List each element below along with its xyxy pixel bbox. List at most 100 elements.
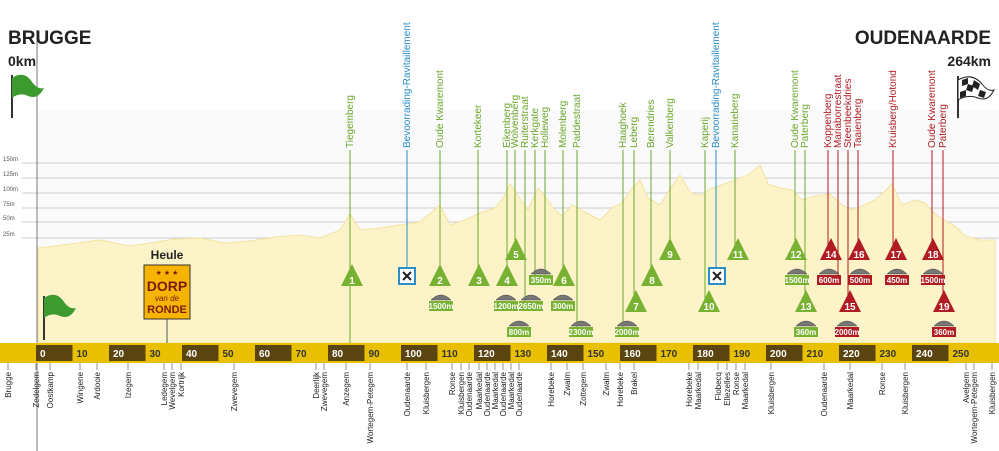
cobble-length: 500m (850, 276, 870, 285)
town-label: Brugge (4, 371, 13, 397)
top-label: Kaperij (700, 117, 711, 148)
town-label: Avelgem (962, 372, 971, 403)
cobble-icon (836, 320, 858, 327)
finish-city: OUDENAARDE (855, 28, 991, 49)
top-label: Oude Kwaremont (790, 70, 801, 148)
sign-board (143, 264, 191, 320)
climb-number: 11 (733, 250, 744, 261)
town-label: Maarkedal (507, 372, 516, 410)
climb-marker (795, 290, 817, 312)
top-label: Koppenberg (823, 94, 834, 149)
cobble-length: 2000m (835, 328, 860, 337)
km-label: 240 (916, 349, 933, 360)
cobble-box (519, 301, 543, 311)
km-label: 120 (478, 349, 495, 360)
bar-block (474, 345, 511, 361)
top-label: Kerkgate (530, 108, 541, 148)
cobble-icon (508, 320, 530, 327)
cobble-box (494, 301, 518, 311)
town-label: Ledegem (160, 372, 169, 406)
finish-distance: 264km (947, 53, 991, 69)
km-label: 100 (405, 349, 422, 360)
cobble-icon (570, 320, 592, 327)
climb-number: 15 (844, 302, 856, 313)
km-bar: 0 10 20 30 40 50 60 70 80 90 100 110 120 130 140 150 160… (0, 343, 999, 363)
town-label: Zwalm (602, 372, 611, 396)
km-label: 170 (661, 349, 678, 360)
town-label: Horebeke (547, 371, 556, 406)
climb-number: 3 (476, 276, 482, 287)
bar-block (255, 345, 292, 361)
bar-block (328, 345, 365, 361)
climb-marker (641, 264, 663, 286)
town-label: Maarkedal (694, 372, 703, 410)
km-label: 230 (880, 349, 897, 360)
km-label: 150 (588, 349, 605, 360)
climb-marker (341, 264, 363, 286)
cobble-length: 2300m (569, 328, 594, 337)
cobble-length: 1500m (921, 276, 946, 285)
marker-lines (349, 150, 944, 343)
climb-number: 1 (349, 276, 355, 287)
town-label: Maarkedal (846, 372, 855, 410)
km-label: 80 (332, 349, 344, 360)
km-label: 60 (259, 349, 271, 360)
top-label: Eikenberg (502, 103, 513, 148)
top-label: Berendries (646, 100, 657, 148)
bar-block (912, 345, 949, 361)
top-label: Tiegemberg (345, 95, 356, 148)
town-label: Wevelgem (168, 372, 177, 410)
cobble-icon (616, 320, 638, 327)
climb-number: 5 (513, 250, 519, 261)
cobble-length: 2000m (615, 328, 640, 337)
km-label: 140 (551, 349, 568, 360)
climb-marker (933, 290, 955, 312)
climb-number: 8 (649, 276, 655, 287)
top-label: Oude Kwaremont (435, 70, 446, 148)
cobble-icon (786, 268, 808, 275)
town-label: Oudenaarde (499, 371, 508, 416)
climb-number: 19 (938, 302, 950, 313)
km-label: 190 (734, 349, 751, 360)
cobble-icon (849, 268, 871, 275)
town-label: Oudenaarde (403, 371, 412, 416)
bar-block (693, 345, 730, 361)
top-label: Mariaborrestraat (833, 74, 844, 148)
start-distance: 0km (8, 53, 36, 69)
bar-block (182, 345, 219, 361)
top-label: Paterberg (938, 104, 949, 148)
km-label: 160 (624, 349, 641, 360)
town-label: Ronse (448, 371, 457, 395)
town-label: Kluisbergen (901, 372, 910, 414)
town-label: Izegem (124, 372, 133, 399)
climb-marker (468, 264, 490, 286)
bar-block (401, 345, 438, 361)
climb-marker (659, 238, 681, 260)
town-label: Horebeke (616, 371, 625, 406)
sign-line: van de (155, 294, 180, 303)
cobble-icon (922, 268, 944, 275)
altitude-label: 50m (3, 216, 15, 222)
cobble-icon (795, 320, 817, 327)
km-label: 210 (807, 349, 824, 360)
cobble-icon (520, 294, 542, 301)
bar-block (620, 345, 657, 361)
top-label: Oude Kwaremont (927, 70, 938, 148)
cobble-box (429, 301, 453, 311)
cobble-length: 360m (796, 328, 816, 337)
climb-marker (553, 264, 575, 286)
top-label: Kanarieberg (730, 94, 741, 148)
top-label: Molenberg (558, 101, 569, 148)
cobble-box (615, 327, 639, 337)
cobble-icon (886, 268, 908, 275)
top-label: Kortekeer (473, 104, 484, 148)
cobble-box (835, 327, 859, 337)
bar-block (109, 345, 146, 361)
cobble-length: 450m (887, 276, 907, 285)
cobble-icon (530, 268, 552, 275)
climb-number: 13 (800, 302, 812, 313)
cobble-box (529, 275, 553, 285)
town-label: Maarkedal (491, 372, 500, 410)
km-label: 180 (697, 349, 714, 360)
